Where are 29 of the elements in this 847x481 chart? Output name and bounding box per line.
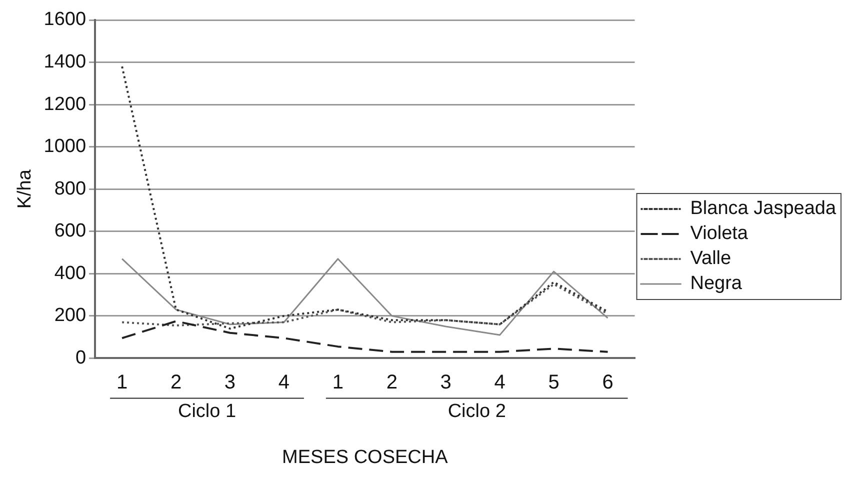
y-tick-label: 1200: [44, 94, 86, 115]
legend-label: Violeta: [690, 223, 748, 244]
x-tick-label: 6: [602, 372, 614, 394]
y-tick-label: 800: [54, 178, 86, 200]
y-tick-label: 1000: [44, 136, 86, 158]
y-axis-title: K/ha: [14, 169, 36, 209]
line-series: [121, 320, 609, 353]
x-tick-label: 1: [332, 372, 344, 394]
y-tick-label: 400: [54, 262, 86, 284]
legend-label: Blanca Jaspeada: [690, 198, 836, 220]
x-tick-label: 2: [170, 372, 182, 394]
x-tick-label: 5: [548, 372, 560, 394]
y-tick-label: 0: [75, 347, 86, 368]
y-tick-label: 1400: [44, 52, 86, 73]
x-tick-label: 3: [440, 372, 452, 394]
y-tick-label: 1600: [44, 9, 86, 30]
x-tick-label: 1: [116, 372, 128, 394]
x-tick-label: 4: [278, 372, 290, 394]
y-tick-label: 200: [54, 305, 86, 326]
legend-label: Valle: [690, 248, 732, 270]
legend-label: Negra: [690, 273, 742, 294]
x-axis-title: MESES COSECHA: [282, 446, 448, 468]
x-tick-label: 3: [224, 372, 236, 394]
line-series: [121, 66, 609, 330]
text: Ciclo 2: [448, 400, 506, 422]
x-tick-label: 4: [494, 372, 506, 394]
x-tick-label: 2: [386, 372, 398, 394]
y-tick-label: 600: [54, 220, 86, 242]
text: Ciclo 1: [178, 400, 236, 422]
